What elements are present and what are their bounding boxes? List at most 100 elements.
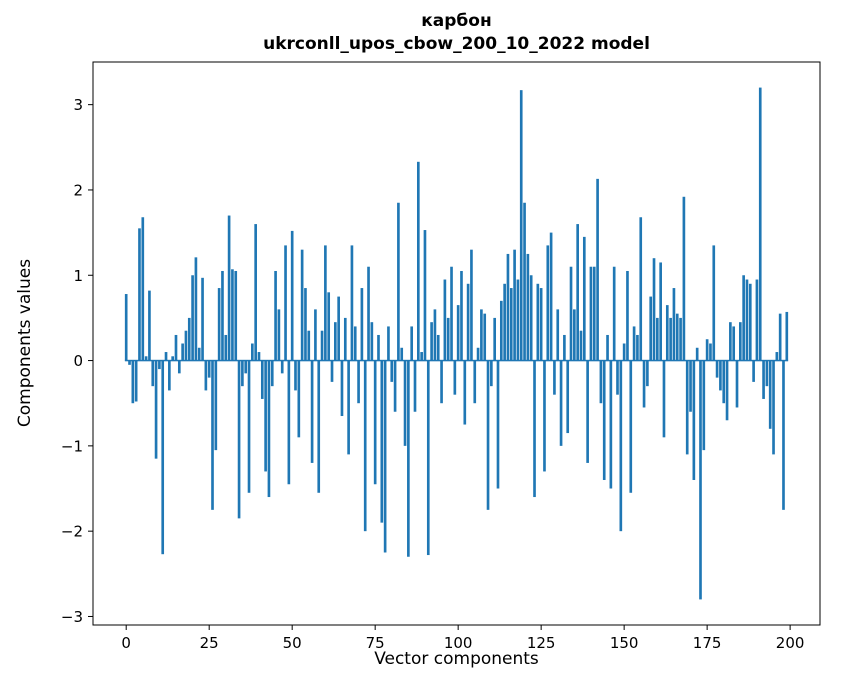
bar: [672, 288, 676, 361]
bar: [483, 313, 487, 361]
bar: [407, 360, 410, 557]
y-tick-label: −2: [61, 523, 83, 541]
bar: [370, 322, 374, 361]
bar: [360, 288, 364, 361]
bar: [526, 253, 530, 361]
bar: [231, 269, 234, 361]
bar: [486, 360, 490, 510]
bar: [559, 360, 563, 446]
bar: [556, 309, 560, 361]
bar: [426, 360, 430, 556]
bar: [699, 360, 702, 600]
bar: [513, 249, 516, 361]
bar: [410, 326, 414, 361]
bar: [586, 360, 589, 463]
bar: [450, 266, 453, 361]
y-tick-label: 2: [73, 181, 83, 199]
bar: [343, 317, 347, 361]
bar: [689, 360, 692, 412]
bar: [685, 360, 689, 455]
bar: [602, 360, 606, 480]
bar: [217, 288, 221, 361]
y-tick-label: 3: [73, 96, 83, 114]
bar: [436, 334, 440, 361]
bar: [659, 262, 662, 361]
x-tick-label: 25: [200, 634, 219, 652]
bar: [284, 245, 287, 361]
bar: [609, 360, 613, 489]
bar: [161, 360, 165, 555]
chart-title-line2: ukrconll_upos_cbow_200_10_2022 model: [263, 34, 650, 54]
y-tick-label: −1: [61, 437, 83, 455]
bar: [187, 317, 191, 361]
bar: [599, 360, 603, 404]
bar: [712, 245, 716, 361]
bar: [307, 330, 311, 361]
bar: [536, 283, 540, 361]
bar: [579, 330, 583, 361]
bar: [324, 245, 327, 361]
bar: [420, 352, 423, 361]
bar: [241, 360, 244, 387]
bar: [251, 343, 254, 361]
bar: [503, 283, 506, 361]
bar: [334, 322, 337, 361]
bar: [390, 360, 394, 382]
bar: [772, 360, 775, 455]
bar: [742, 275, 745, 361]
bar: [270, 360, 274, 387]
x-axis-label: Vector components: [374, 649, 539, 669]
bar: [234, 270, 238, 361]
bar: [612, 266, 616, 361]
bar: [546, 245, 550, 361]
bar: [177, 360, 181, 374]
bar: [317, 360, 321, 493]
bar: [144, 356, 148, 361]
bar: [516, 279, 520, 361]
bar: [148, 290, 151, 361]
bar: [466, 283, 470, 361]
bar: [274, 270, 277, 361]
bar: [310, 360, 314, 463]
bar: [197, 347, 201, 361]
bar: [702, 360, 706, 451]
bar: [154, 360, 158, 459]
bar: [649, 296, 653, 361]
bar: [446, 317, 450, 361]
bar: [533, 360, 536, 498]
bar: [652, 258, 656, 361]
bar: [363, 360, 367, 532]
bar: [367, 266, 370, 361]
bar: [290, 230, 294, 361]
bar: [350, 245, 354, 361]
y-tick-label: 1: [73, 267, 83, 285]
bar: [403, 360, 407, 446]
bar: [224, 334, 228, 361]
bar: [529, 275, 533, 361]
bar: [692, 360, 696, 480]
bar: [665, 305, 669, 361]
bar: [207, 360, 211, 378]
x-tick-label: 50: [283, 634, 302, 652]
bar: [695, 347, 699, 361]
bar: [141, 217, 145, 361]
bar: [509, 288, 513, 361]
bar: [705, 339, 709, 361]
bar: [400, 347, 404, 361]
bar: [330, 360, 334, 382]
bar: [124, 294, 128, 361]
bar: [257, 352, 261, 361]
bar: [244, 360, 248, 374]
bar: [470, 249, 473, 361]
bar: [480, 309, 483, 361]
bar: [201, 277, 204, 361]
bar: [539, 288, 543, 361]
bar: [191, 275, 194, 361]
bar: [260, 360, 264, 399]
bar: [573, 309, 576, 361]
bar: [669, 317, 672, 361]
bar: [748, 283, 752, 361]
bar: [622, 343, 626, 361]
bar: [782, 360, 785, 510]
